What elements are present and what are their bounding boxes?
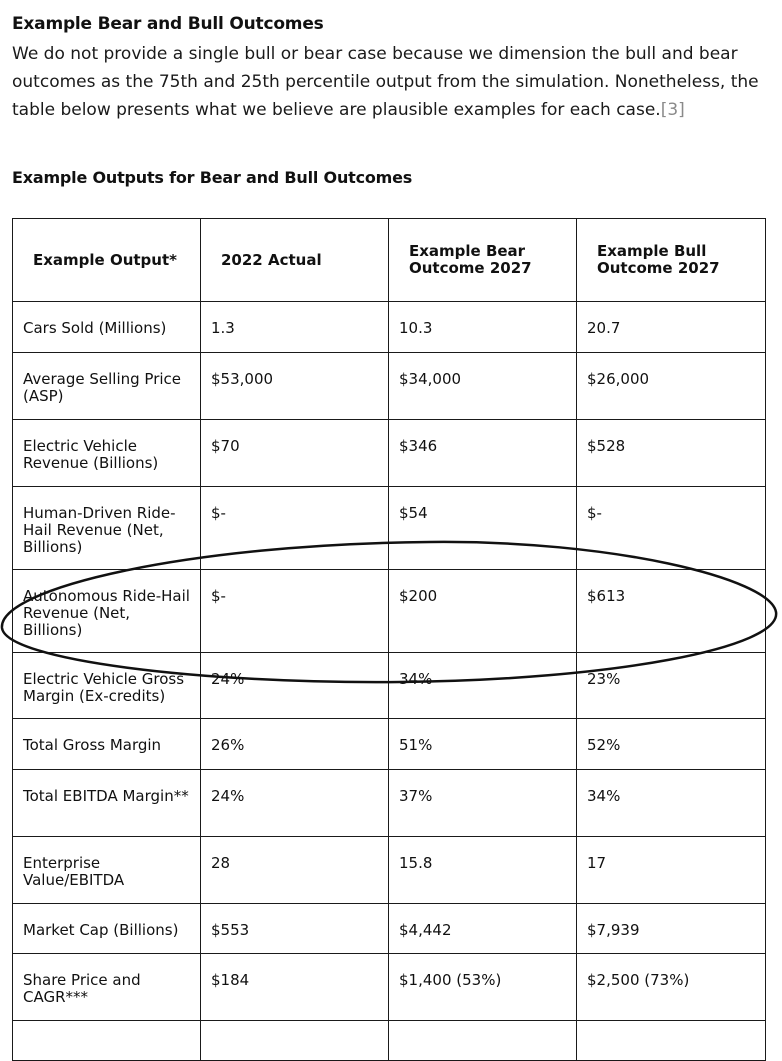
cell-2022: $- [200,486,389,570]
cell-2022: 24% [200,769,389,837]
table-row: Share Price and CAGR*** $184 $1,400 (53%… [12,953,766,1021]
cell-bull: $528 [576,419,766,487]
table-row [12,1020,766,1061]
cell-2022: $70 [200,419,389,487]
cell-bull: 23% [576,652,766,719]
row-label: Cars Sold (Millions) [12,301,201,353]
cell-2022: $53,000 [200,352,389,420]
row-label: Electric Vehicle Revenue (Billions) [12,419,201,487]
cell-bull: 34% [576,769,766,837]
table-row-highlighted: Autonomous Ride-Hail Revenue (Net, Billi… [12,569,766,653]
section-heading: Example Bear and Bull Outcomes [12,14,324,34]
header-bear-outcome: Example Bear Outcome 2027 [388,218,577,302]
cell-bear: $34,000 [388,352,577,420]
cell-bear: 37% [388,769,577,837]
table-header-row: Example Output* 2022 Actual Example Bear… [12,218,766,302]
table-title: Example Outputs for Bear and Bull Outcom… [12,168,413,187]
row-label: Autonomous Ride-Hail Revenue (Net, Billi… [12,569,201,653]
cell-bull: 20.7 [576,301,766,353]
cell-bear: 10.3 [388,301,577,353]
table-row: Cars Sold (Millions) 1.3 10.3 20.7 [12,301,766,353]
row-label: Share Price and CAGR*** [12,953,201,1021]
cell-2022 [200,1020,389,1061]
cell-2022: $- [200,569,389,653]
table-row: Total EBITDA Margin** 24% 37% 34% [12,769,766,837]
header-2022-actual: 2022 Actual [200,218,389,302]
cell-bull: $7,939 [576,903,766,954]
table-row: Enterprise Value/EBITDA 28 15.8 17 [12,836,766,904]
cell-2022: $184 [200,953,389,1021]
intro-paragraph-text: We do not provide a single bull or bear … [12,44,759,120]
header-bull-outcome: Example Bull Outcome 2027 [576,218,766,302]
cell-2022: 1.3 [200,301,389,353]
row-label: Average Selling Price (ASP) [12,352,201,420]
cell-2022: 26% [200,718,389,770]
cell-bear: $4,442 [388,903,577,954]
cell-2022: 28 [200,836,389,904]
cell-bear: $200 [388,569,577,653]
cell-bear [388,1020,577,1061]
cell-bull: $- [576,486,766,570]
table-row: Total Gross Margin 26% 51% 52% [12,718,766,770]
header-example-output: Example Output* [12,218,201,302]
cell-bear: 15.8 [388,836,577,904]
cell-bull: 17 [576,836,766,904]
cell-2022: $553 [200,903,389,954]
cell-bear: $1,400 (53%) [388,953,577,1021]
table-row: Electric Vehicle Revenue (Billions) $70 … [12,419,766,487]
cell-bull: $2,500 (73%) [576,953,766,1021]
cell-bear: 34% [388,652,577,719]
cell-2022: 24% [200,652,389,719]
row-label: Total Gross Margin [12,718,201,770]
intro-paragraph: We do not provide a single bull or bear … [12,40,770,124]
table-row: Human-Driven Ride-Hail Revenue (Net, Bil… [12,486,766,570]
row-label: Electric Vehicle Gross Margin (Ex-credit… [12,652,201,719]
cell-bull: $26,000 [576,352,766,420]
row-label: Human-Driven Ride-Hail Revenue (Net, Bil… [12,486,201,570]
cell-bull [576,1020,766,1061]
cell-bull: $613 [576,569,766,653]
table-row: Market Cap (Billions) $553 $4,442 $7,939 [12,903,766,954]
table-row: Average Selling Price (ASP) $53,000 $34,… [12,352,766,420]
outputs-table: Example Output* 2022 Actual Example Bear… [12,218,766,1061]
cell-bear: $346 [388,419,577,487]
row-label: Market Cap (Billions) [12,903,201,954]
row-label: Enterprise Value/EBITDA [12,836,201,904]
row-label: Total EBITDA Margin** [12,769,201,837]
cell-bear: 51% [388,718,577,770]
row-label [12,1020,201,1061]
footnote-reference-link[interactable]: [3] [660,100,685,120]
cell-bull: 52% [576,718,766,770]
cell-bear: $54 [388,486,577,570]
table-row: Electric Vehicle Gross Margin (Ex-credit… [12,652,766,719]
